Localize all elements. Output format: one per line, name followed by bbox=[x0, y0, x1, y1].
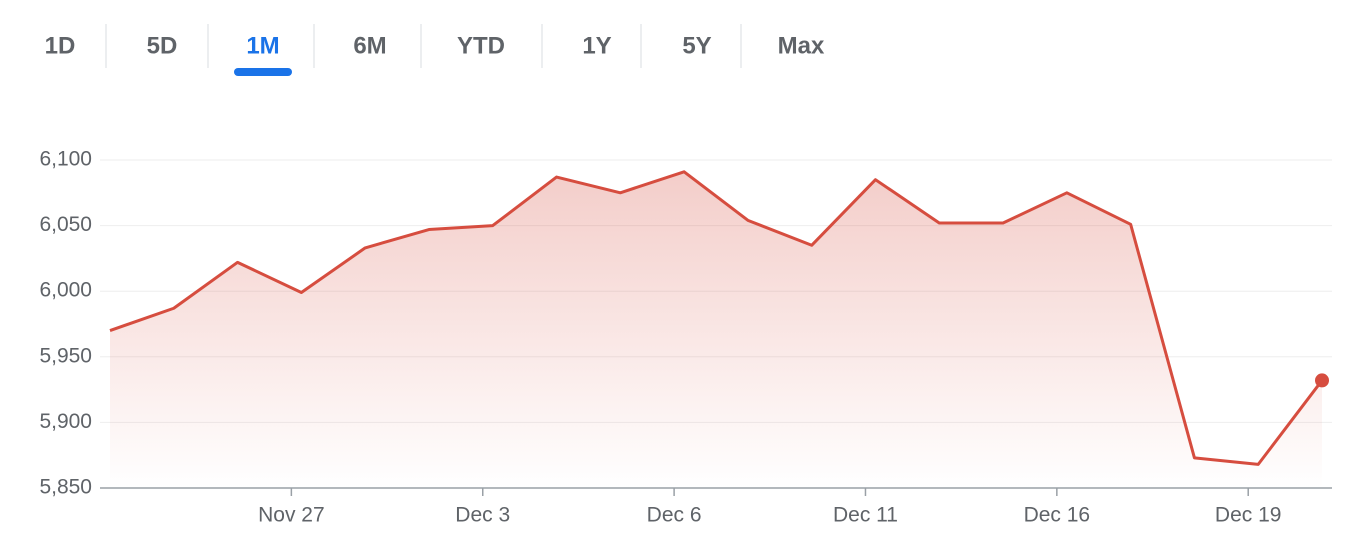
range-tab[interactable]: 1M bbox=[246, 32, 279, 59]
y-tick-label: 6,000 bbox=[39, 279, 92, 302]
range-tab[interactable]: 5D bbox=[147, 32, 178, 59]
y-tick-label: 5,850 bbox=[39, 476, 92, 499]
y-tick-label: 5,900 bbox=[39, 410, 92, 433]
y-tick-label: 5,950 bbox=[39, 344, 92, 367]
range-tab[interactable]: 1Y bbox=[582, 32, 611, 59]
line bbox=[109, 170, 1324, 466]
active-tab-indicator bbox=[234, 68, 292, 76]
range-tab[interactable]: 5Y bbox=[682, 32, 711, 59]
chart: 5,850 5,900 5,950 6,000 6,050 6,100 Nov 27 Dec … bbox=[39, 148, 1332, 527]
range-tab[interactable]: Max bbox=[778, 32, 825, 59]
x-tick-label: Dec 11 bbox=[833, 504, 898, 527]
x-tick-label: Dec 6 bbox=[647, 504, 702, 527]
range-tab[interactable]: 6M bbox=[353, 32, 386, 59]
range-tab[interactable]: 1D bbox=[45, 32, 76, 59]
range-tab[interactable]: YTD bbox=[457, 32, 505, 59]
x-tick-label: Dec 19 bbox=[1215, 504, 1282, 527]
last-point bbox=[1315, 373, 1329, 388]
range-tabs: 1D 5D 1M 6M YTD 1Y 5Y Max bbox=[45, 24, 825, 76]
x-tick-label: Dec 3 bbox=[455, 504, 510, 527]
area bbox=[110, 171, 1322, 489]
y-tick-label: 6,100 bbox=[39, 148, 92, 171]
y-tick-label: 6,050 bbox=[39, 213, 92, 236]
x-tick-label: Dec 16 bbox=[1024, 504, 1091, 527]
x-tick-label: Nov 27 bbox=[258, 504, 325, 527]
